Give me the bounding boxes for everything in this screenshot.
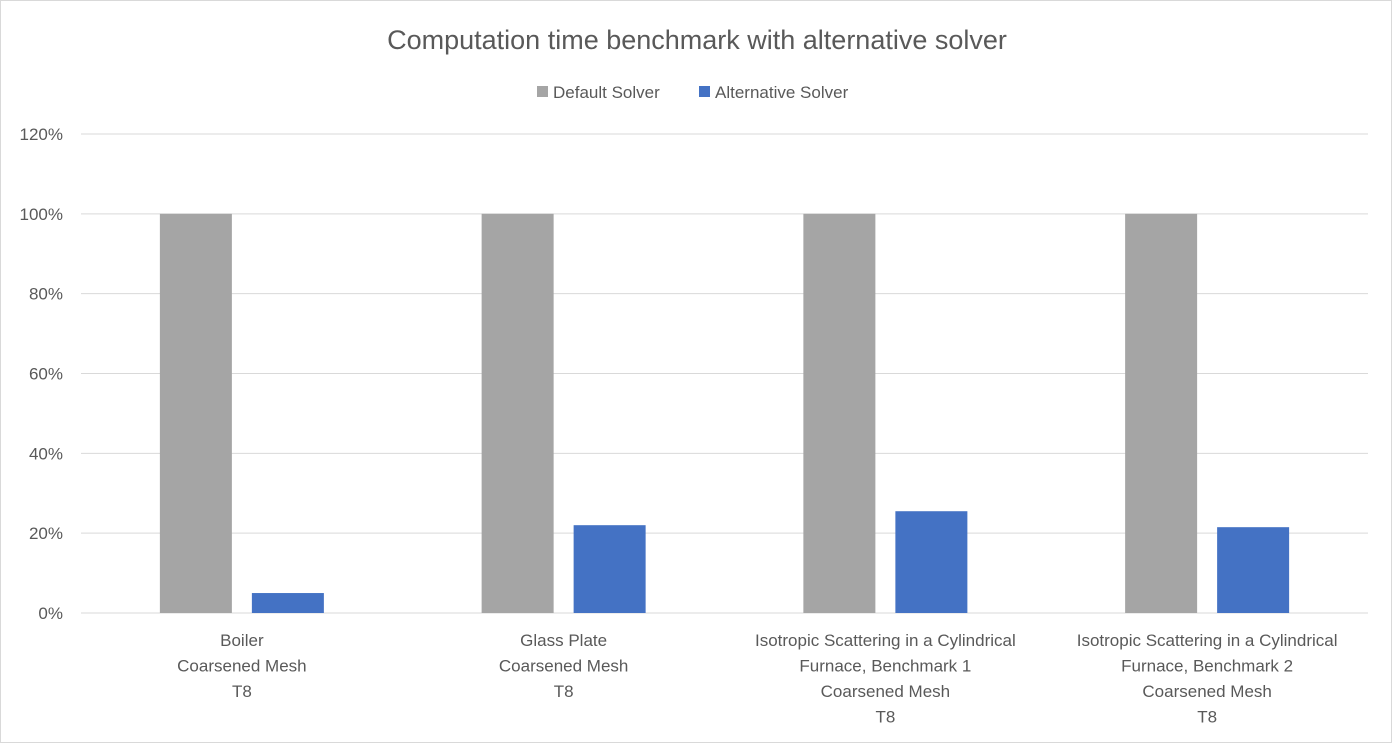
legend-label: Default Solver (553, 83, 660, 102)
bar-default-solver (803, 213, 876, 614)
legend: Default Solver Alternative Solver (537, 83, 849, 102)
x-category-line: Coarsened Mesh (1142, 682, 1271, 701)
bar-alternative-solver (573, 525, 646, 613)
x-category-line: Boiler (220, 631, 264, 650)
y-tick-label: 100% (20, 205, 63, 224)
legend-label: Alternative Solver (715, 83, 849, 102)
y-tick-label: 60% (29, 365, 63, 384)
bar-alternative-solver (251, 593, 324, 613)
bar-default-solver (1125, 213, 1198, 614)
legend-swatch (699, 86, 710, 97)
x-category-line: T8 (554, 682, 574, 701)
bar-alternative-solver (1217, 527, 1290, 613)
x-category-label: Boiler Coarsened Mesh T8 (177, 631, 306, 701)
x-category-line: T8 (875, 708, 895, 727)
x-category-label: Isotropic Scattering in a Cylindrical Fur… (1077, 631, 1338, 727)
x-category-line: Coarsened Mesh (499, 657, 628, 676)
gridlines (81, 133, 1368, 614)
bars (159, 213, 1290, 614)
y-axis-ticks: 0% 20% 40% 60% 80% 100% 120% (20, 125, 63, 623)
chart-title: Computation time benchmark with alternat… (387, 25, 1007, 55)
y-tick-label: 40% (29, 444, 63, 463)
x-category-line: Furnace, Benchmark 1 (799, 657, 971, 676)
bar-default-solver (481, 213, 554, 614)
x-category-line: Furnace, Benchmark 2 (1121, 657, 1293, 676)
x-category-line: T8 (232, 682, 252, 701)
y-tick-label: 0% (38, 604, 63, 623)
x-category-line: Isotropic Scattering in a Cylindrical (1077, 631, 1338, 650)
x-category-line: Glass Plate (520, 631, 607, 650)
x-category-line: Coarsened Mesh (821, 682, 950, 701)
y-tick-label: 80% (29, 285, 63, 304)
bar-alternative-solver (895, 511, 968, 613)
x-category-line: T8 (1197, 708, 1217, 727)
bar-default-solver (159, 213, 232, 614)
x-category-line: Coarsened Mesh (177, 657, 306, 676)
x-axis-labels: Boiler Coarsened Mesh T8 Glass Plate Coarsen… (177, 631, 1337, 727)
x-category-label: Isotropic Scattering in a Cylindrical Fur… (755, 631, 1016, 727)
x-category-line: Isotropic Scattering in a Cylindrical (755, 631, 1016, 650)
y-tick-label: 20% (29, 524, 63, 543)
y-tick-label: 120% (20, 125, 63, 144)
x-category-label: Glass Plate Coarsened Mesh T8 (499, 631, 628, 701)
legend-swatch (537, 86, 548, 97)
